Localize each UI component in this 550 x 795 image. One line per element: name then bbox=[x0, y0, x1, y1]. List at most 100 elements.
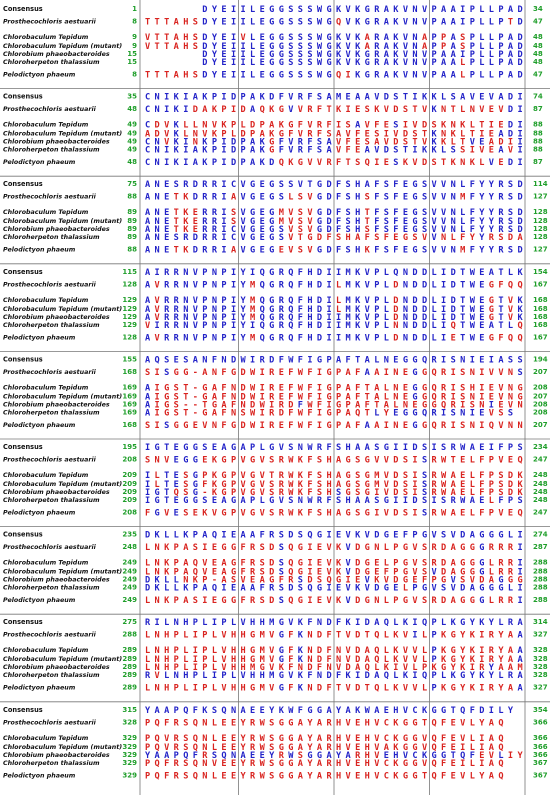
residue: G bbox=[317, 355, 322, 365]
residue: L bbox=[384, 646, 389, 656]
residue: G bbox=[403, 408, 408, 418]
residue: S bbox=[365, 192, 370, 202]
residue: F bbox=[298, 705, 303, 715]
residue: G bbox=[279, 70, 284, 80]
residue: E bbox=[260, 233, 265, 243]
residue: S bbox=[422, 208, 427, 218]
residue: C bbox=[145, 120, 150, 130]
residue: E bbox=[403, 367, 408, 377]
residue: D bbox=[317, 280, 322, 290]
residue: N bbox=[441, 233, 446, 243]
residue: L bbox=[432, 333, 437, 343]
end-number: 367 bbox=[533, 759, 548, 767]
residue: V bbox=[412, 158, 417, 168]
residue: R bbox=[432, 355, 438, 365]
residue: Y bbox=[479, 245, 485, 255]
residue: H bbox=[231, 683, 236, 693]
residue: S bbox=[164, 420, 169, 430]
start-number: 88 bbox=[127, 246, 137, 254]
residue: S bbox=[326, 129, 331, 139]
residue: D bbox=[412, 267, 417, 277]
residue: A bbox=[384, 50, 390, 60]
residue: H bbox=[355, 225, 360, 235]
residue: V bbox=[346, 17, 351, 27]
residue: S bbox=[403, 508, 408, 518]
residue: K bbox=[336, 33, 342, 43]
residue: W bbox=[470, 320, 476, 330]
residue: I bbox=[231, 333, 236, 343]
residue: Y bbox=[479, 233, 485, 243]
residue: I bbox=[336, 320, 341, 330]
residue: E bbox=[212, 558, 217, 568]
residue: E bbox=[479, 750, 484, 760]
start-number: 208 bbox=[122, 509, 137, 517]
residue: D bbox=[288, 400, 293, 410]
residue: P bbox=[489, 480, 494, 490]
end-number: 114 bbox=[533, 180, 548, 188]
end-number: 48 bbox=[533, 33, 543, 41]
residue: N bbox=[403, 320, 408, 330]
residue: I bbox=[221, 583, 226, 593]
start-number: 15 bbox=[127, 58, 137, 66]
residue: Q bbox=[307, 583, 312, 593]
residue: W bbox=[470, 304, 476, 314]
residue: F bbox=[298, 280, 303, 290]
residue: Y bbox=[460, 630, 466, 640]
residue: P bbox=[221, 280, 226, 290]
residue: L bbox=[470, 120, 475, 130]
residue: R bbox=[279, 295, 285, 305]
residue: V bbox=[241, 225, 246, 235]
residue: S bbox=[279, 596, 284, 606]
residue: A bbox=[346, 367, 352, 377]
residue: G bbox=[384, 583, 389, 593]
species-name: Prosthecochloris aestuarii bbox=[3, 631, 97, 639]
residue: A bbox=[336, 455, 342, 465]
residue: P bbox=[374, 304, 379, 314]
residue: D bbox=[517, 192, 522, 202]
residue: I bbox=[155, 320, 160, 330]
residue: S bbox=[307, 33, 312, 43]
residue: Q bbox=[365, 158, 370, 168]
residue: H bbox=[307, 304, 312, 314]
end-number: 288 bbox=[533, 596, 548, 604]
species-name: Chlorobaculum Tepidum (mutant) bbox=[3, 305, 122, 313]
residue: I bbox=[250, 320, 255, 330]
residue: L bbox=[489, 58, 494, 68]
residue: A bbox=[202, 105, 208, 115]
residue: V bbox=[498, 105, 503, 115]
residue: N bbox=[298, 496, 303, 506]
residue: P bbox=[193, 618, 198, 628]
species-name: Chlorobium phaeobacteroides bbox=[3, 313, 110, 321]
residue: V bbox=[307, 158, 312, 168]
residue: F bbox=[221, 383, 226, 393]
residue: G bbox=[155, 488, 160, 498]
residue: D bbox=[231, 158, 236, 168]
residue: A bbox=[355, 443, 361, 453]
residue: E bbox=[460, 488, 465, 498]
residue: D bbox=[422, 312, 427, 322]
residue: E bbox=[393, 233, 398, 243]
residue: Y bbox=[479, 718, 485, 728]
residue: I bbox=[183, 92, 188, 102]
residue: K bbox=[355, 70, 361, 80]
residue: F bbox=[393, 192, 398, 202]
residue: A bbox=[384, 42, 390, 52]
residue: L bbox=[384, 312, 389, 322]
residue: N bbox=[412, 70, 417, 80]
residue: K bbox=[212, 455, 218, 465]
residue: A bbox=[365, 443, 371, 453]
residue: L bbox=[451, 233, 456, 243]
residue: E bbox=[403, 420, 408, 430]
residue: A bbox=[451, 5, 457, 15]
residue: H bbox=[260, 671, 265, 681]
residue: V bbox=[164, 120, 169, 130]
residue: D bbox=[193, 180, 198, 190]
residue: V bbox=[460, 771, 465, 781]
residue: L bbox=[384, 333, 389, 343]
residue: G bbox=[250, 217, 255, 227]
residue: H bbox=[183, 618, 188, 628]
residue: F bbox=[326, 233, 331, 243]
residue: V bbox=[307, 192, 312, 202]
species-name: Chloroherpeton thalassium bbox=[3, 584, 100, 592]
